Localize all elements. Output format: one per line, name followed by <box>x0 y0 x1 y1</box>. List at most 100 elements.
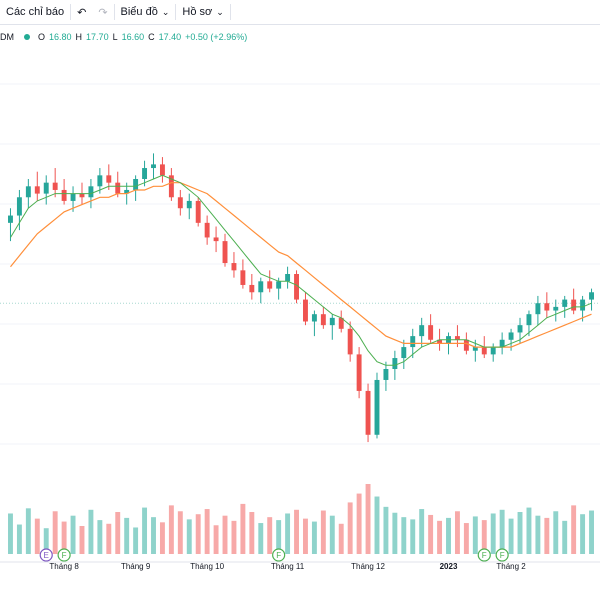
volume-bar <box>481 520 487 554</box>
candle-body <box>204 222 210 238</box>
volume-bar <box>222 515 228 554</box>
volume-bar <box>8 513 13 554</box>
candle-body <box>16 197 22 216</box>
chart-type-button[interactable]: Biểu đồ ⌄ <box>115 0 176 24</box>
volume-bar <box>562 520 568 554</box>
candle-body <box>490 347 496 355</box>
event-marker-icon <box>57 548 71 562</box>
candle-body <box>267 281 273 289</box>
low-value: 16.60 <box>121 32 145 42</box>
ohlc-legend: DM O 16.80 H 17.70 L 16.60 C 17.40 +0.50 (+2… <box>0 30 247 44</box>
volume-bar <box>320 510 326 554</box>
candle-body <box>177 197 183 209</box>
volume-bar <box>311 521 317 554</box>
volume-bar <box>294 509 299 554</box>
indicators-button[interactable]: Các chỉ báo <box>0 0 70 24</box>
candle-body <box>347 328 353 355</box>
undo-icon: ↶ <box>77 6 87 19</box>
undo-button[interactable]: ↶ <box>71 0 92 24</box>
volume-bar <box>52 511 58 554</box>
candle-body <box>365 390 371 435</box>
volume-bar <box>106 523 112 554</box>
volume-bar <box>347 502 353 554</box>
volume-bar <box>204 509 210 554</box>
volume-bar <box>526 507 532 554</box>
moving-averages <box>10 174 592 366</box>
volume-bar <box>499 509 505 554</box>
candle-body <box>553 306 559 311</box>
volume-bar <box>186 519 192 554</box>
candle-body <box>8 215 13 223</box>
candle-body <box>338 317 344 329</box>
ma-slow-line <box>10 182 592 348</box>
candle-body <box>249 284 255 293</box>
candle-body <box>34 186 40 194</box>
event-marker-letter: F <box>62 551 67 560</box>
redo-icon: ↷ <box>98 6 108 19</box>
x-tick-label: Tháng 10 <box>190 562 224 571</box>
candle-body <box>589 292 594 300</box>
x-tick-label: Tháng 9 <box>121 562 151 571</box>
toolbar-divider <box>175 4 177 20</box>
candle-body <box>401 347 407 359</box>
volume-bar <box>392 512 398 554</box>
x-tick-label: 2023 <box>440 562 458 571</box>
candle-body <box>454 336 460 340</box>
volume-bar <box>151 517 156 554</box>
x-tick-label: Tháng 11 <box>271 562 305 571</box>
toolbar-divider <box>70 4 72 20</box>
volume-bar <box>374 496 380 554</box>
toolbar-divider <box>229 4 231 20</box>
event-marker-letter: F <box>482 551 487 560</box>
candle-body <box>499 339 505 348</box>
candle-body <box>383 369 389 380</box>
event-marker-icon <box>272 548 286 562</box>
event-marker-letter: E <box>44 551 49 560</box>
volume-bar <box>25 508 31 554</box>
candle-body <box>195 200 201 223</box>
candle-body <box>258 281 264 293</box>
volume-bar <box>589 510 594 554</box>
candle-body <box>213 237 219 242</box>
candle-body <box>159 164 165 176</box>
volume-bar <box>61 521 67 554</box>
volume-bar <box>303 518 308 554</box>
event-marker-icon <box>477 548 491 562</box>
candle-body <box>276 281 282 289</box>
candle-body <box>115 182 121 194</box>
volume-bar <box>338 523 344 554</box>
volume-bar <box>240 503 246 554</box>
x-tick-label: Tháng 2 <box>496 562 526 571</box>
chevron-down-icon: ⌄ <box>161 6 170 17</box>
event-marker-icon <box>39 548 53 562</box>
event-marker-letter: F <box>276 551 281 560</box>
volume-bar <box>553 511 559 554</box>
symbol-label: DM <box>0 32 14 42</box>
volume-bar <box>517 512 523 554</box>
volume-bar <box>177 511 183 554</box>
close-label: C <box>148 32 155 42</box>
candle-body <box>52 182 58 190</box>
redo-button[interactable]: ↷ <box>92 0 113 24</box>
profile-button[interactable]: Hồ sơ ⌄ <box>176 0 229 24</box>
volume-bar <box>544 517 550 554</box>
candle-body <box>437 339 443 344</box>
volume-bar <box>410 519 416 554</box>
volume-bar <box>383 506 389 554</box>
volume-bar <box>365 484 371 554</box>
candle-body <box>374 379 380 435</box>
profile-label: Hồ sơ <box>182 6 213 18</box>
candle-body <box>70 193 76 201</box>
top-toolbar: Các chỉ báo ↶ ↷ Biểu đồ ⌄ Hồ sơ ⌄ <box>0 0 600 25</box>
candle-body <box>294 274 299 300</box>
change-value: +0.50 (+2.96%) <box>185 32 248 42</box>
volume-bar <box>142 507 148 554</box>
volume-bar <box>43 528 49 554</box>
candle-body <box>303 299 308 322</box>
candle-body <box>392 358 398 369</box>
candle-body <box>124 189 130 194</box>
high-value: 17.70 <box>86 32 109 42</box>
volume-bar <box>356 493 362 554</box>
